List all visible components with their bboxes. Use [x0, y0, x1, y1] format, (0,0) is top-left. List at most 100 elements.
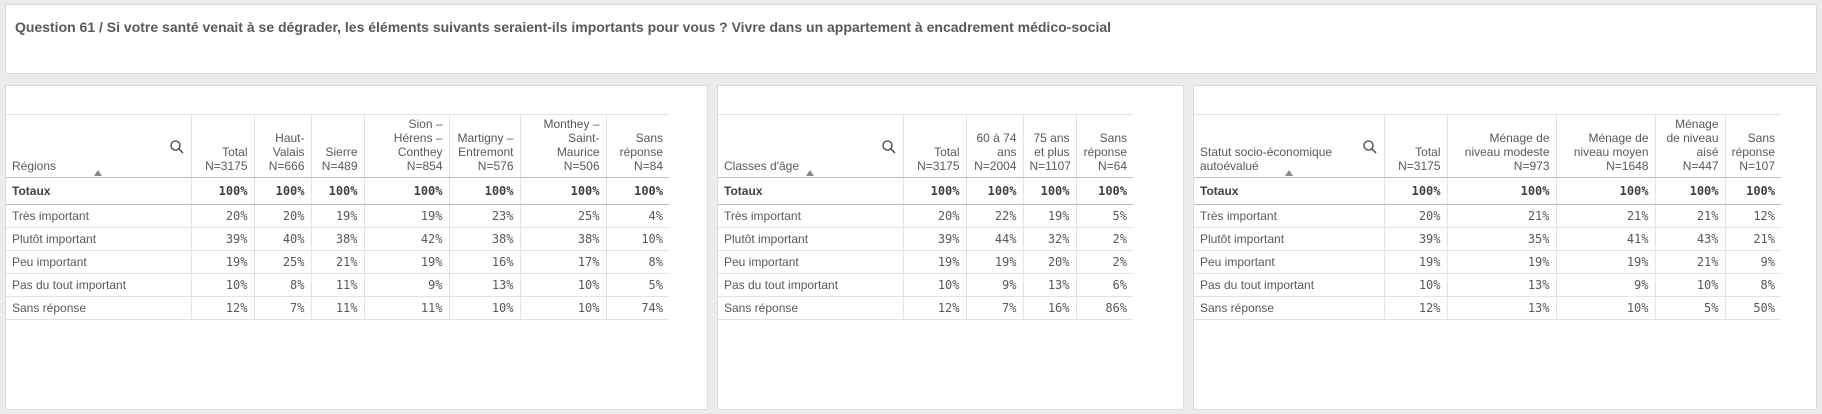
column-header[interactable]: Ménage de niveau moyen N=1648 — [1555, 114, 1655, 178]
value-cell: 21% — [1654, 204, 1725, 228]
column-header[interactable]: Sans réponse N=64 — [1075, 114, 1133, 178]
value-cell: 20% — [1383, 204, 1447, 228]
column-header-count: N=576 — [477, 159, 514, 173]
value-cell: 16% — [1022, 296, 1076, 320]
table-row: Peu important 19% 19% 19% 21% 9% — [1194, 250, 1781, 274]
table-row: Sans réponse 12% 7% 16% 86% — [718, 296, 1133, 320]
value-cell: 21% — [1724, 227, 1781, 251]
value-cell: 5% — [1654, 296, 1725, 320]
page-title: Question 61 / Si votre santé venait à se… — [15, 19, 1112, 35]
column-header[interactable]: Ménage de niveau modeste N=973 — [1446, 114, 1556, 178]
sort-ascending-icon[interactable] — [1284, 170, 1293, 176]
column-header[interactable]: 60 à 74 ans N=2004 — [965, 114, 1023, 178]
value-cell: 10% — [519, 273, 606, 297]
totals-row: Totaux 100% 100% 100% 100% — [718, 177, 1133, 205]
value-cell: 12% — [1724, 204, 1781, 228]
value-cell: 9% — [363, 273, 449, 297]
value-cell: 22% — [965, 204, 1023, 228]
value-cell: 20% — [1022, 250, 1076, 274]
value-cell: 21% — [1654, 250, 1725, 274]
column-header-count: N=3175 — [205, 159, 248, 173]
table-row: Plutôt important 39% 35% 41% 43% 21% — [1194, 227, 1781, 251]
value-cell: 7% — [253, 296, 311, 320]
table-row: Très important 20% 20% 19% 19% 23% 25% 4% — [6, 204, 669, 228]
column-header-count: N=1648 — [1606, 159, 1649, 173]
row-label: Très important — [1194, 204, 1384, 228]
column-header-count: N=1107 — [1029, 159, 1071, 173]
total-cell: 100% — [1022, 177, 1076, 205]
value-cell: 21% — [1555, 204, 1655, 228]
dimension-header[interactable]: Statut socio-économique autoévalué — [1194, 114, 1384, 178]
column-header-name: Ménage de niveau moyen — [1573, 131, 1649, 159]
value-cell: 2% — [1075, 250, 1133, 274]
value-cell: 35% — [1446, 227, 1556, 251]
value-cell: 9% — [1555, 273, 1655, 297]
total-cell: 100% — [310, 177, 364, 205]
column-header[interactable]: Martigny – Entremont N=576 — [448, 114, 520, 178]
column-header[interactable]: Sion – Hérens – Conthey N=854 — [363, 114, 449, 178]
search-icon[interactable] — [881, 139, 897, 155]
value-cell: 13% — [1446, 296, 1556, 320]
value-cell: 6% — [1075, 273, 1133, 297]
total-cell: 100% — [1654, 177, 1725, 205]
value-cell: 19% — [363, 250, 449, 274]
column-header[interactable]: Total N=3175 — [902, 114, 966, 178]
value-cell: 10% — [1555, 296, 1655, 320]
search-icon[interactable] — [169, 139, 185, 155]
dimension-header[interactable]: Régions — [6, 114, 191, 178]
dimension-label: Classes d'âge — [724, 159, 799, 173]
value-cell: 38% — [310, 227, 364, 251]
total-cell: 100% — [1446, 177, 1556, 205]
column-header-count: N=973 — [1513, 159, 1550, 173]
column-header-count: N=64 — [1097, 159, 1127, 173]
column-header[interactable]: Total N=3175 — [1383, 114, 1447, 178]
column-header[interactable]: Monthey – Saint-Maurice N=506 — [519, 114, 606, 178]
value-cell: 10% — [448, 296, 520, 320]
column-header[interactable]: Sierre N=489 — [310, 114, 364, 178]
column-header[interactable]: Sans réponse N=107 — [1724, 114, 1781, 178]
dimension-header[interactable]: Classes d'âge — [718, 114, 903, 178]
total-cell: 100% — [1724, 177, 1781, 205]
row-label: Peu important — [1194, 250, 1384, 274]
value-cell: 74% — [605, 296, 669, 320]
value-cell: 19% — [310, 204, 364, 228]
column-header-count: N=3175 — [1398, 159, 1441, 173]
value-cell: 16% — [448, 250, 520, 274]
sort-ascending-icon[interactable] — [806, 170, 815, 176]
row-label: Pas du tout important — [6, 273, 191, 297]
value-cell: 11% — [363, 296, 449, 320]
value-cell: 19% — [1022, 204, 1076, 228]
row-label: Sans réponse — [718, 296, 903, 320]
value-cell: 9% — [965, 273, 1023, 297]
table-panel-age: Classes d'âge Total N=3175 60 à 74 ans N=200… — [717, 85, 1184, 410]
row-label: Pas du tout important — [1194, 273, 1384, 297]
dimension-label: Régions — [12, 159, 57, 173]
column-header[interactable]: Haut-Valais N=666 — [253, 114, 311, 178]
total-cell: 100% — [519, 177, 606, 205]
column-header-name: Total — [1415, 145, 1441, 159]
dimension-label: Statut socio-économique autoévalué — [1200, 145, 1333, 173]
value-cell: 19% — [190, 250, 254, 274]
total-cell: 100% — [1075, 177, 1133, 205]
value-cell: 43% — [1654, 227, 1725, 251]
value-cell: 2% — [1075, 227, 1133, 251]
column-header-count: N=3175 — [917, 159, 960, 173]
value-cell: 38% — [519, 227, 606, 251]
search-icon[interactable] — [1362, 139, 1378, 155]
column-header-name: 75 ans et plus — [1033, 131, 1070, 159]
row-label: Peu important — [6, 250, 191, 274]
value-cell: 20% — [190, 204, 254, 228]
column-header[interactable]: Ménage de niveau aisé N=447 — [1654, 114, 1725, 178]
column-header[interactable]: 75 ans et plus N=1107 — [1022, 114, 1076, 178]
totals-row: Totaux 100% 100% 100% 100% 100% 100% 100% — [6, 177, 669, 205]
column-header-name: Total — [934, 145, 960, 159]
crosstab-age: Classes d'âge Total N=3175 60 à 74 ans N=200… — [718, 114, 1133, 320]
total-cell: 100% — [965, 177, 1023, 205]
column-header[interactable]: Total N=3175 — [190, 114, 254, 178]
row-label: Totaux — [718, 177, 903, 205]
column-header-name: Ménage de niveau modeste — [1464, 131, 1550, 159]
column-header[interactable]: Sans réponse N=84 — [605, 114, 669, 178]
value-cell: 20% — [253, 204, 311, 228]
sort-ascending-icon[interactable] — [94, 170, 103, 176]
column-header-name: Martigny – Entremont — [457, 131, 514, 159]
